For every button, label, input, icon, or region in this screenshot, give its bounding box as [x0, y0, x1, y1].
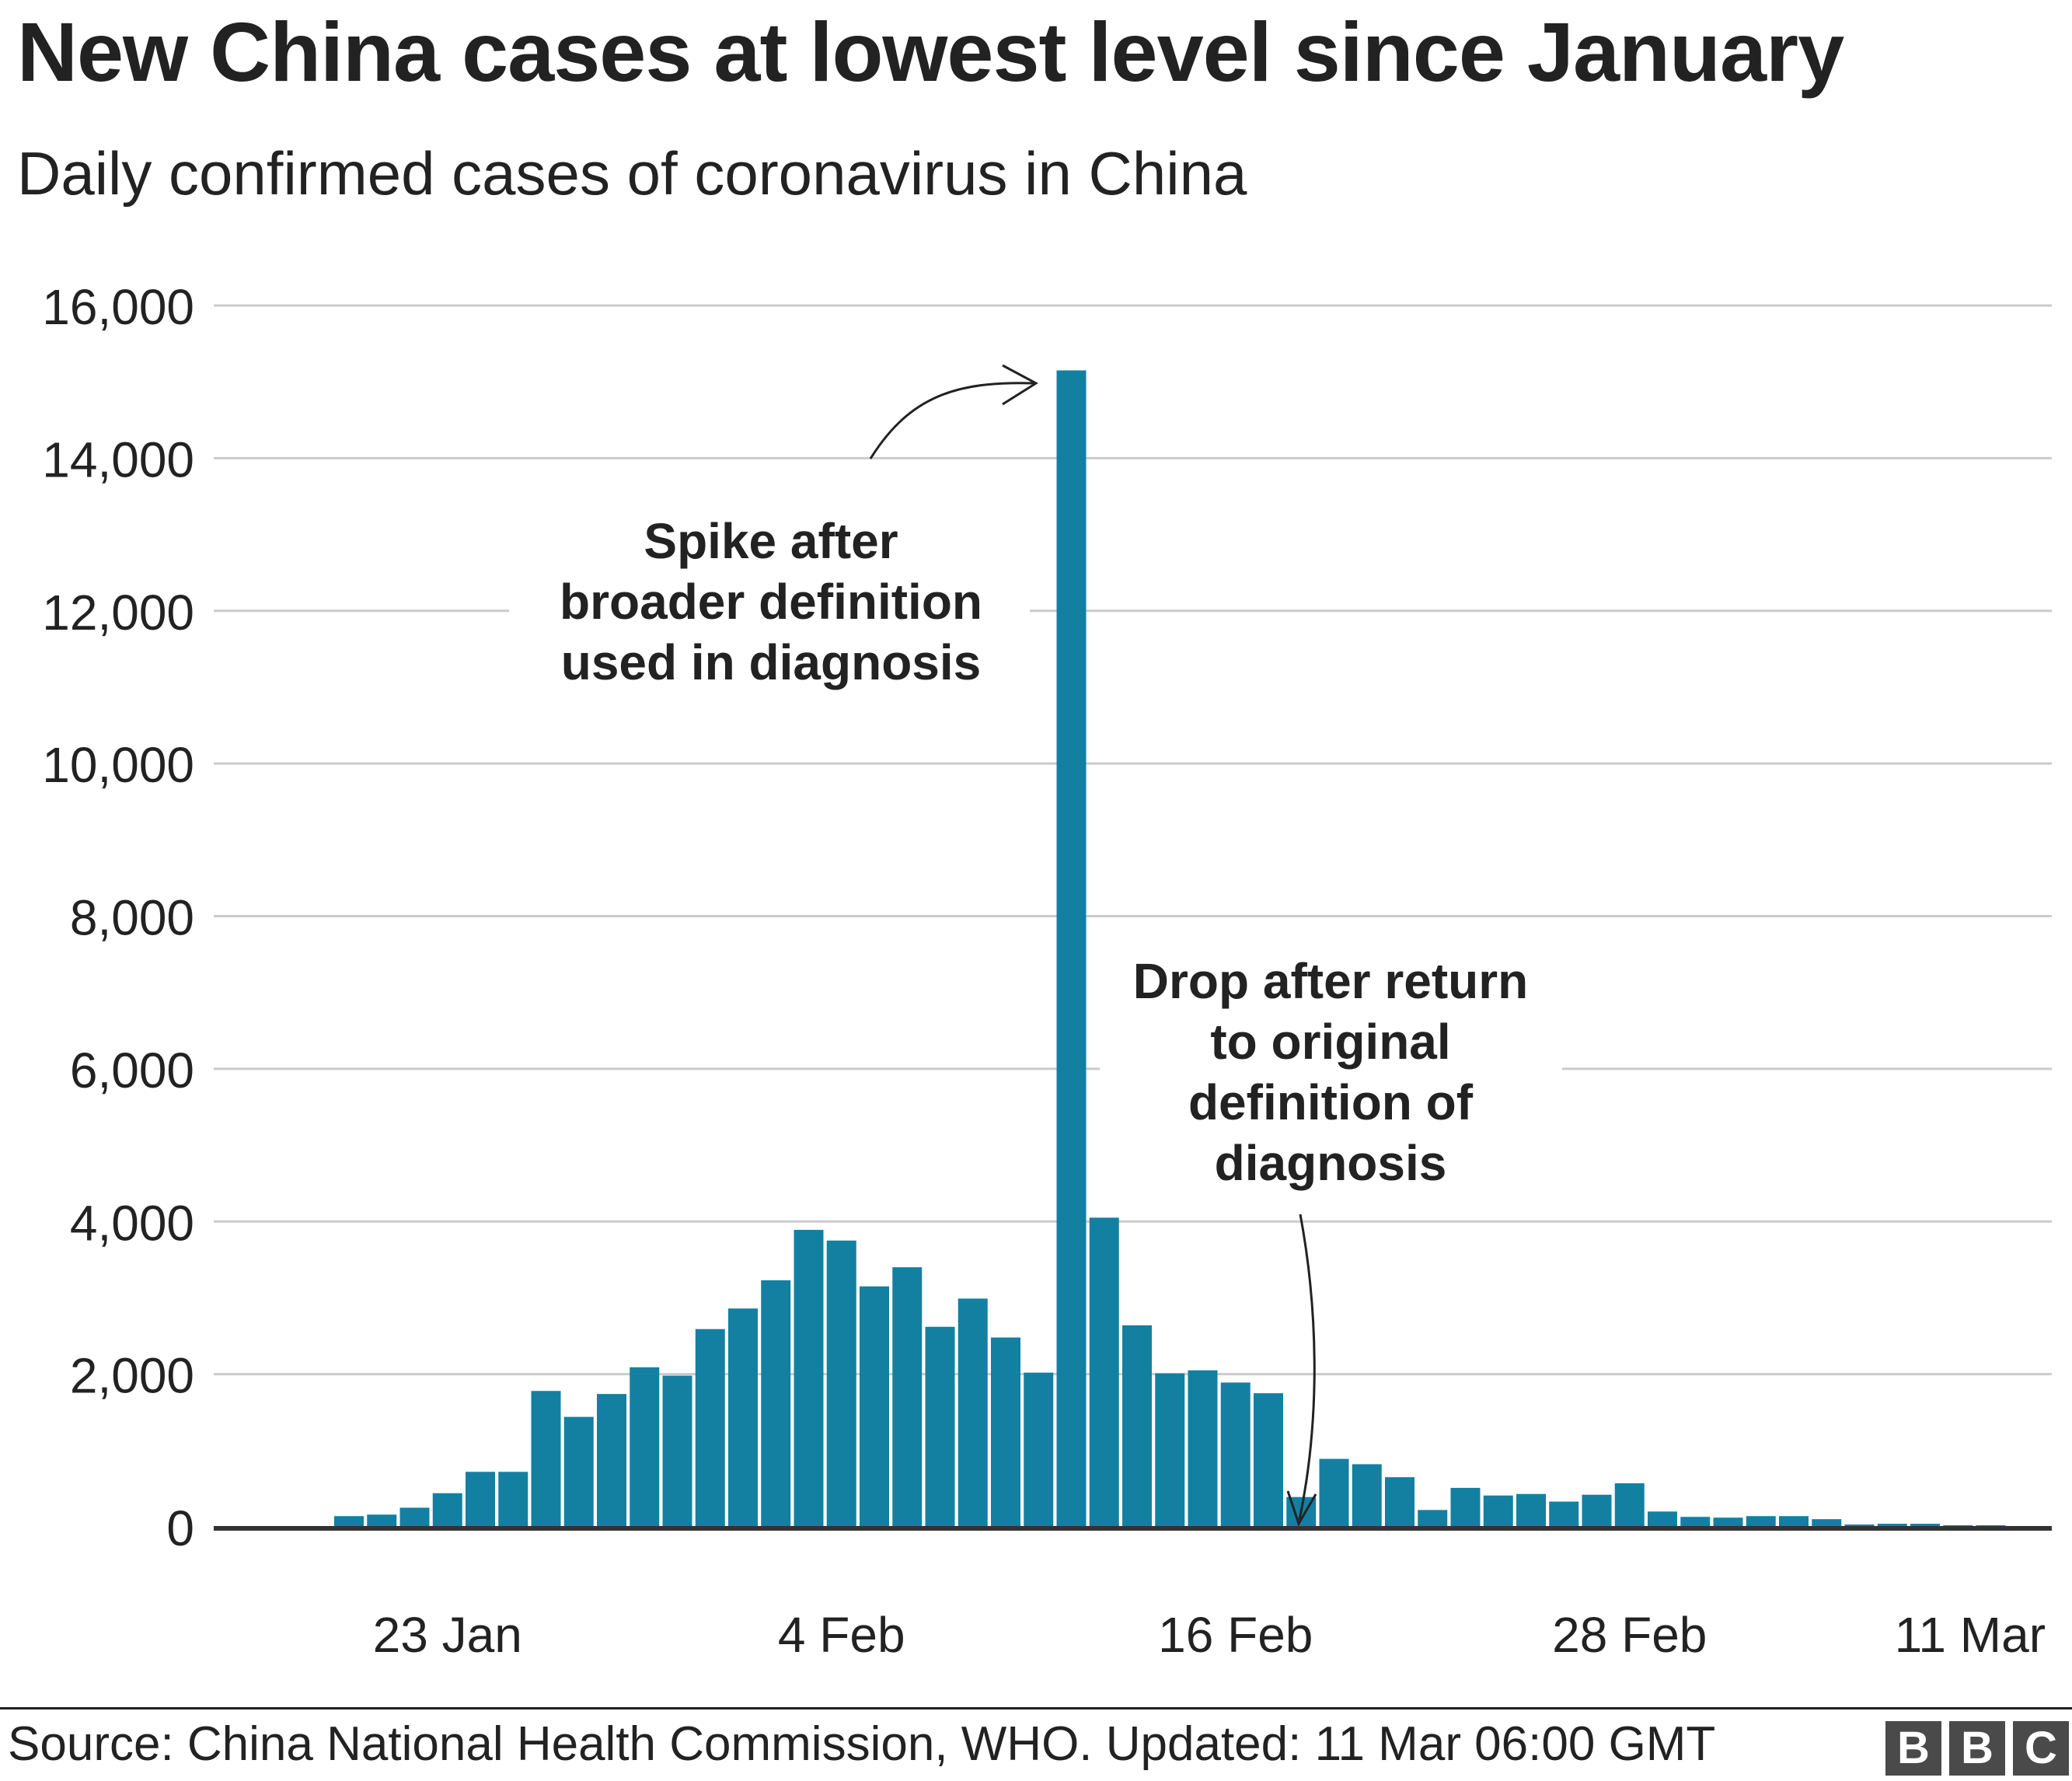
bar [1779, 1516, 1809, 1527]
y-tick-label: 12,000 [42, 585, 194, 641]
bar [991, 1337, 1020, 1527]
bar [1122, 1325, 1152, 1527]
x-tick-label: 4 Feb [778, 1607, 905, 1663]
bar [1549, 1501, 1579, 1527]
source-note: Source: China National Health Commission… [8, 1717, 1716, 1771]
bar [1483, 1495, 1513, 1527]
annotation-drop-text: definition of [1188, 1074, 1474, 1130]
bar [826, 1240, 856, 1527]
bar [892, 1267, 923, 1527]
x-tick-label: 16 Feb [1158, 1607, 1313, 1663]
bar [1155, 1373, 1185, 1527]
annotation-spike-arrowhead [1002, 364, 1038, 406]
bar [1877, 1524, 1907, 1527]
bar [1450, 1487, 1481, 1527]
annotation-spike-text: broader definition [560, 574, 982, 630]
bar [1220, 1382, 1251, 1527]
bar [860, 1286, 889, 1527]
bbc-logo-letter: B [1949, 1721, 2005, 1776]
annotation-bg [509, 512, 1030, 717]
bar [925, 1326, 955, 1527]
bar [334, 1516, 364, 1527]
annotation-drop-text: Drop after return [1133, 953, 1529, 1009]
annotation-spike-text: Spike after [644, 513, 898, 569]
annotation-bg [1100, 952, 1562, 1202]
gridlines [214, 304, 2052, 1376]
y-axis-tick-labels: 0 2,000 4,000 6,000 8,000 10,000 12,000 14,000 1… [42, 279, 194, 1556]
bar [1648, 1511, 1677, 1527]
bar [1516, 1493, 1546, 1527]
chart-title: New China cases at lowest level since Ja… [17, 5, 1844, 99]
y-tick-label: 14,000 [42, 431, 194, 487]
y-tick-label: 4,000 [70, 1195, 194, 1251]
bar [761, 1280, 791, 1527]
x-axis-tick-labels: 23 Jan 4 Feb 16 Feb 28 Feb 11 Mar [373, 1607, 2046, 1663]
bar [1089, 1217, 1119, 1527]
bar [1319, 1458, 1349, 1527]
bar [1056, 370, 1087, 1528]
bar [498, 1472, 528, 1527]
y-tick-label: 0 [166, 1500, 194, 1556]
chart-subtitle: Daily confirmed cases of coronavirus in … [17, 139, 1247, 208]
y-tick-label: 10,000 [42, 737, 194, 793]
bars [334, 370, 2039, 1528]
annotation-drop-text: diagnosis [1215, 1135, 1447, 1191]
bar [1844, 1524, 1875, 1527]
annotation-spike-text: used in diagnosis [561, 634, 982, 690]
bar [1713, 1517, 1743, 1527]
bar [1352, 1464, 1382, 1527]
bar [1024, 1372, 1054, 1527]
bar [466, 1472, 495, 1527]
bar [1582, 1494, 1612, 1527]
bar [563, 1416, 594, 1527]
x-tick-label: 28 Feb [1552, 1607, 1707, 1663]
x-tick-label: 23 Jan [373, 1607, 522, 1663]
bar [794, 1230, 824, 1527]
bar [728, 1308, 758, 1527]
bar [1188, 1370, 1218, 1527]
bar [1910, 1524, 1940, 1527]
annotation-drop-text: to original [1210, 1014, 1450, 1070]
bar [367, 1514, 397, 1527]
x-tick-label: 11 Mar [1895, 1607, 2046, 1663]
y-tick-label: 2,000 [70, 1348, 194, 1404]
bbc-logo-letter: B [1885, 1721, 1941, 1776]
bar [958, 1298, 988, 1527]
bar [1614, 1483, 1645, 1527]
bar [1254, 1393, 1283, 1527]
bar [1385, 1477, 1414, 1527]
annotation-backgrounds [509, 512, 1562, 1202]
footer-divider [0, 1707, 2072, 1709]
bar [662, 1375, 692, 1527]
bar [1746, 1516, 1776, 1527]
bar [630, 1367, 660, 1527]
bar [399, 1507, 430, 1527]
y-tick-label: 16,000 [42, 279, 194, 335]
annotation-drop-arrow [1298, 1214, 1316, 1521]
bbc-logo: B B C [1885, 1721, 2069, 1776]
bar [1418, 1510, 1448, 1527]
y-tick-label: 8,000 [70, 890, 194, 946]
annotation-drop-arrowhead [1286, 1490, 1317, 1527]
bar [597, 1394, 626, 1527]
bar [531, 1391, 561, 1527]
bar-chart: 0 2,000 4,000 6,000 8,000 10,000 12,000 14,000 1… [42, 279, 2052, 1663]
annotation-spike-arrow [869, 382, 1034, 459]
y-tick-label: 6,000 [70, 1042, 194, 1098]
bbc-logo-letter: C [2013, 1721, 2069, 1776]
bar [695, 1329, 725, 1527]
bar [1680, 1517, 1711, 1527]
bar [432, 1493, 462, 1527]
bar [1812, 1519, 1842, 1527]
